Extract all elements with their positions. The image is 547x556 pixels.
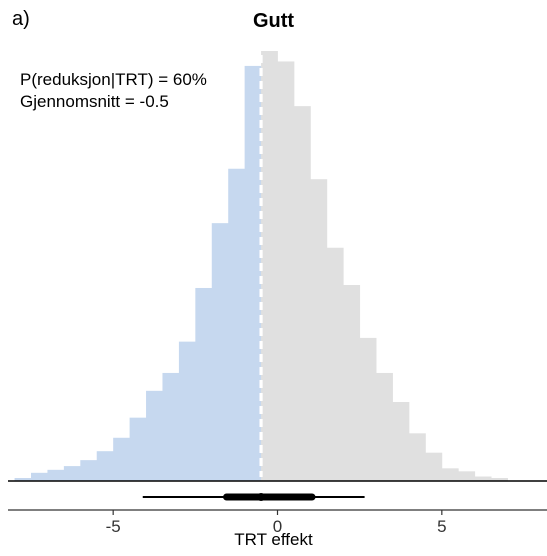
- histogram-bar: [228, 168, 246, 482]
- x-tick-label: -5: [106, 517, 121, 536]
- histogram-bar: [80, 460, 98, 481]
- histogram-bar: [376, 372, 393, 481]
- histogram-bar: [146, 390, 163, 481]
- histogram-bar: [261, 51, 278, 481]
- histogram-bar: [458, 471, 476, 481]
- interval-point: [257, 493, 266, 501]
- histogram-bar: [113, 437, 131, 481]
- chart-title: Gutt: [252, 10, 295, 32]
- histogram-bar: [425, 452, 443, 481]
- histogram-bar: [178, 341, 196, 481]
- histogram-bar: [441, 468, 459, 481]
- x-tick-label: 0: [273, 517, 282, 536]
- histogram-bar: [293, 106, 311, 482]
- panel-label: a): [12, 8, 30, 30]
- histogram-bar: [491, 478, 508, 481]
- histogram-bar: [211, 223, 229, 481]
- histogram-bar: [343, 285, 361, 481]
- probability-annotation: P(reduksjon|TRT) = 60%: [20, 70, 207, 89]
- histogram-bar: [359, 337, 377, 481]
- histogram-bar: [277, 61, 295, 481]
- histogram-bar: [47, 469, 65, 481]
- interval-summary: [142, 493, 365, 501]
- histogram-bar: [63, 466, 81, 481]
- histogram-bar: [408, 433, 426, 481]
- x-tick-label: 5: [437, 517, 446, 536]
- histogram-bar: [195, 287, 213, 481]
- histogram-bar: [96, 451, 114, 481]
- x-axis-label: TRT effekt: [234, 530, 313, 549]
- x-axis-ticks: -5 0 5: [106, 510, 447, 536]
- histogram-bar: [326, 247, 344, 481]
- histogram-bar: [392, 402, 410, 481]
- histogram-bar: [31, 472, 48, 481]
- histogram-bar: [14, 478, 32, 481]
- histogram-bar: [310, 179, 328, 481]
- histogram-bar: [129, 417, 147, 481]
- histogram-bar: [244, 65, 262, 482]
- histogram-bar: [162, 372, 180, 481]
- mean-annotation: Gjennomsnitt = -0.5: [20, 92, 169, 111]
- histogram-bars: [14, 51, 508, 482]
- histogram-bar: [474, 476, 492, 481]
